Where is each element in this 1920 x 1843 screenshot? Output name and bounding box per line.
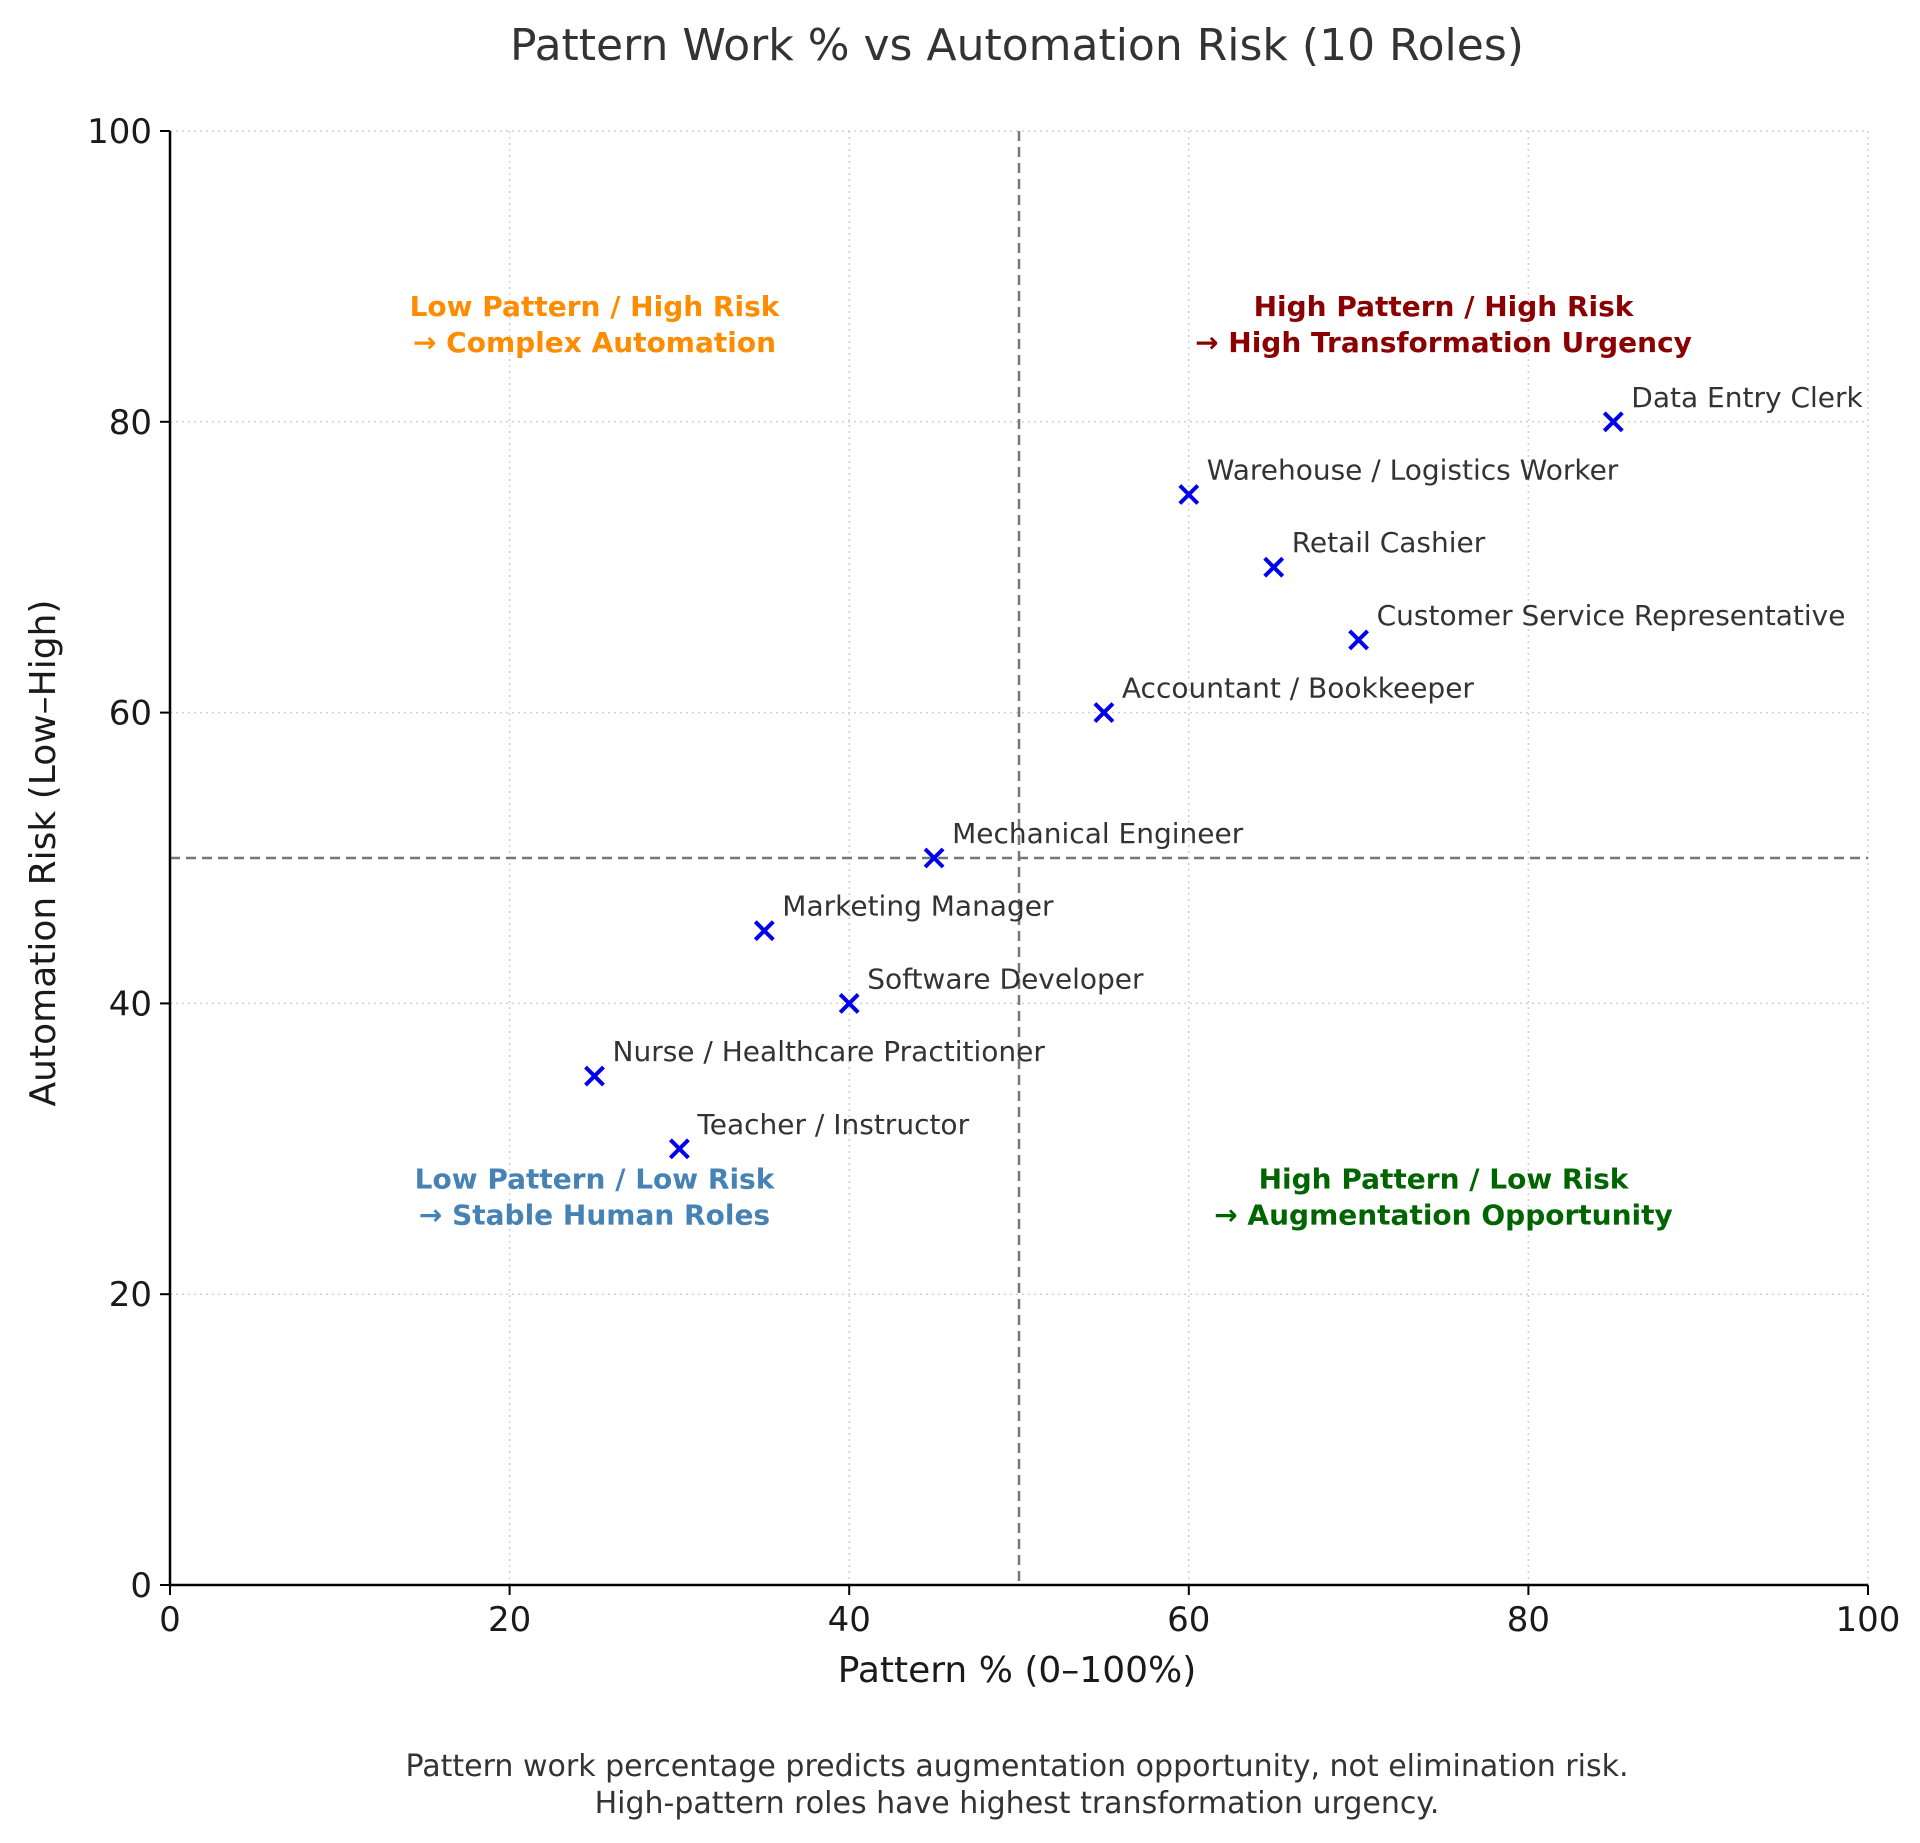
- data-point-label-4: Accountant / Bookkeeper: [1122, 672, 1475, 705]
- quadrant-annotation-0: Low Pattern / High Risk → Complex Automat…: [410, 290, 781, 359]
- quadrant-annotation-1-line-0: High Pattern / High Risk: [1254, 290, 1635, 323]
- y-tick-label-0: 0: [130, 1566, 152, 1606]
- data-point-9: [668, 1138, 690, 1160]
- y-tick-label-40: 40: [109, 984, 152, 1024]
- x-tick-label-100: 100: [1836, 1600, 1901, 1640]
- data-point-label-8: Nurse / Healthcare Practitioner: [613, 1035, 1046, 1068]
- caption-line-2: High-pattern roles have highest transfor…: [595, 1786, 1440, 1821]
- x-tick-label-80: 80: [1507, 1600, 1550, 1640]
- quadrant-annotation-0-line-1: → Complex Automation: [413, 326, 776, 359]
- quadrant-annotation-2-line-0: Low Pattern / Low Risk: [415, 1162, 776, 1195]
- quadrant-annotation-2: Low Pattern / Low Risk → Stable Human Rol…: [415, 1162, 776, 1231]
- data-point-label-5: Mechanical Engineer: [952, 817, 1244, 850]
- data-point-1: [1178, 484, 1200, 505]
- data-point-4-stroke-b: [1093, 702, 1115, 724]
- data-point-8: [584, 1065, 605, 1087]
- chart-title: Pattern Work % vs Automation Risk (10 Ro…: [510, 20, 1524, 71]
- data-point-2: [1263, 556, 1285, 578]
- x-tick-label-0: 0: [159, 1600, 181, 1640]
- x-axis-label: Pattern % (0–100%): [838, 1650, 1197, 1691]
- quadrant-annotation-3-line-0: High Pattern / Low Risk: [1259, 1162, 1630, 1195]
- x-tick-label-60: 60: [1167, 1600, 1210, 1640]
- data-points: Data Entry Clerk Warehouse / Logistics Wo…: [584, 381, 1864, 1160]
- data-point-6-stroke-b: [753, 920, 775, 942]
- data-point-2-stroke-b: [1263, 556, 1285, 578]
- data-point-label-0: Data Entry Clerk: [1631, 381, 1863, 414]
- data-point-label-2: Retail Cashier: [1292, 526, 1486, 559]
- axes: [160, 130, 1869, 1595]
- y-tick-label-20: 20: [109, 1275, 152, 1315]
- quadrant-annotation-3: High Pattern / Low Risk → Augmentation Op…: [1214, 1162, 1673, 1231]
- data-point-label-9: Teacher / Instructor: [696, 1108, 969, 1141]
- data-point-9-stroke-b: [668, 1138, 690, 1160]
- data-point-label-3: Customer Service Representative: [1377, 599, 1846, 632]
- quadrant-annotation-1: High Pattern / High Risk → High Transform…: [1195, 290, 1692, 359]
- x-tick-label-40: 40: [828, 1600, 871, 1640]
- data-point-3: [1348, 629, 1370, 651]
- quadrant-annotations: Low Pattern / High Risk → Complex Automat…: [410, 290, 1692, 1231]
- quadrant-annotation-0-line-0: Low Pattern / High Risk: [410, 290, 781, 323]
- data-point-8-stroke-b: [584, 1065, 605, 1087]
- y-tick-label-100: 100: [87, 112, 152, 152]
- quadrant-annotation-1-line-1: → High Transformation Urgency: [1195, 326, 1692, 359]
- data-point-3-stroke-b: [1348, 629, 1370, 651]
- quadrant-annotation-3-line-1: → Augmentation Opportunity: [1214, 1198, 1673, 1231]
- y-axis-label: Automation Risk (Low–High): [23, 600, 64, 1107]
- data-point-7-stroke-b: [838, 992, 860, 1014]
- y-tick-label-80: 80: [109, 403, 152, 443]
- y-tick-label-60: 60: [109, 694, 152, 734]
- tick-labels: 0 20 40 60 80 100 0 20 40 60 80 100: [87, 112, 1900, 1640]
- data-point-label-7: Software Developer: [867, 962, 1144, 995]
- data-point-label-1: Warehouse / Logistics Worker: [1207, 454, 1619, 487]
- data-point-4: [1093, 702, 1115, 724]
- quadrant-annotation-2-line-1: → Stable Human Roles: [419, 1198, 770, 1231]
- data-point-label-6: Marketing Manager: [782, 890, 1054, 923]
- data-point-7: [838, 992, 860, 1014]
- data-point-6: [753, 920, 775, 942]
- x-tick-label-20: 20: [488, 1600, 531, 1640]
- data-point-1-stroke-b: [1178, 484, 1200, 505]
- data-point-5: [923, 847, 945, 869]
- caption-line-1: Pattern work percentage predicts augment…: [406, 1749, 1629, 1784]
- data-point-5-stroke-b: [923, 847, 945, 869]
- data-point-0-stroke-b: [1602, 411, 1624, 433]
- reference-lines: [170, 131, 1868, 1585]
- data-point-0: [1602, 411, 1624, 433]
